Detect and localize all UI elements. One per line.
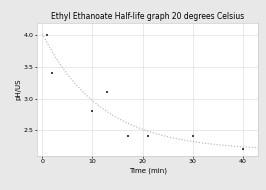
Point bbox=[191, 134, 195, 137]
X-axis label: Time (min): Time (min) bbox=[129, 167, 167, 173]
Point bbox=[105, 91, 110, 94]
Point bbox=[90, 110, 95, 113]
Point bbox=[241, 148, 245, 151]
Point bbox=[50, 72, 55, 75]
Point bbox=[146, 134, 150, 137]
Title: Ethyl Ethanoate Half-life graph 20 degrees Celsius: Ethyl Ethanoate Half-life graph 20 degre… bbox=[51, 12, 244, 21]
Point bbox=[45, 34, 49, 37]
Y-axis label: pH/US: pH/US bbox=[15, 78, 21, 100]
Point bbox=[126, 134, 130, 137]
